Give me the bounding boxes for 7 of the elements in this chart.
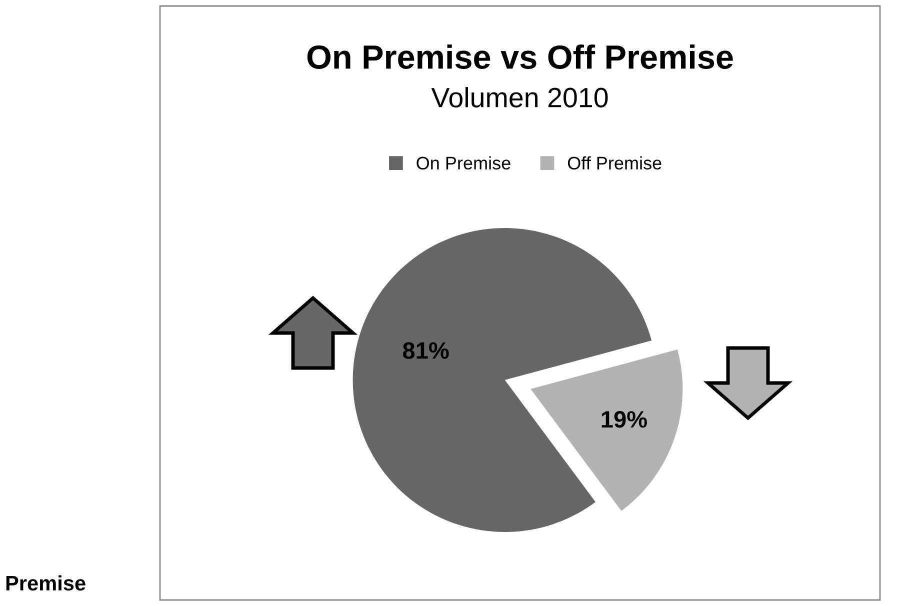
- data-label: 81%: [402, 342, 449, 359]
- legend-label: Off Premise: [568, 156, 662, 170]
- data-label: 19%: [602, 411, 647, 428]
- chart-title: On Premise vs Off Premise: [307, 44, 733, 69]
- legend-label: On Premise: [416, 156, 510, 170]
- text: Premise: [6, 575, 86, 591]
- chart-subtitle: Volumen 2010: [431, 87, 608, 108]
